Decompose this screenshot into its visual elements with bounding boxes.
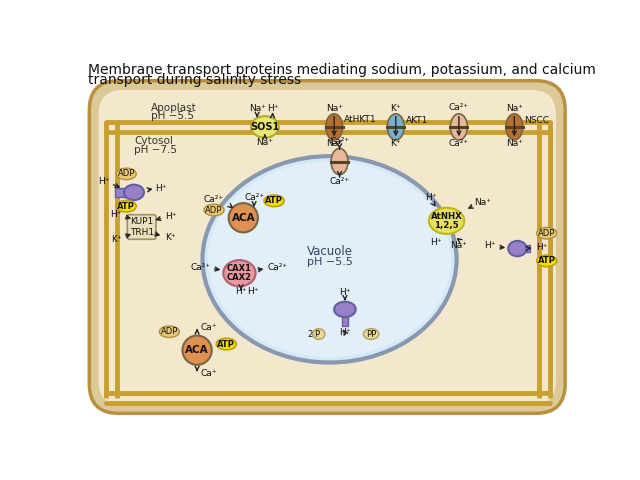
Ellipse shape <box>159 326 179 337</box>
Ellipse shape <box>116 168 136 180</box>
Text: Ca²⁺: Ca²⁺ <box>190 263 210 272</box>
Text: Ca²⁺: Ca²⁺ <box>330 177 349 186</box>
Text: ADP: ADP <box>538 228 556 238</box>
Text: SOS1: SOS1 <box>250 122 280 132</box>
FancyBboxPatch shape <box>99 90 556 406</box>
Ellipse shape <box>251 116 279 138</box>
Text: ATP: ATP <box>218 339 236 348</box>
Ellipse shape <box>387 114 404 140</box>
Text: K⁺: K⁺ <box>111 235 122 244</box>
Ellipse shape <box>312 329 325 339</box>
Text: AKT1: AKT1 <box>406 116 428 125</box>
Text: ATP: ATP <box>538 256 556 265</box>
Text: ADP: ADP <box>205 205 223 215</box>
Text: CAX1: CAX1 <box>227 264 252 273</box>
Ellipse shape <box>331 148 348 175</box>
Ellipse shape <box>537 228 557 239</box>
Text: ATP: ATP <box>265 196 283 205</box>
Text: K⁺: K⁺ <box>164 233 175 242</box>
Text: Apoplast: Apoplast <box>151 103 196 113</box>
Text: H⁺: H⁺ <box>248 287 259 296</box>
Ellipse shape <box>216 338 236 350</box>
Text: ACA: ACA <box>232 213 255 223</box>
Ellipse shape <box>429 208 464 234</box>
Text: Ca²⁺: Ca²⁺ <box>244 193 264 202</box>
Ellipse shape <box>228 203 258 232</box>
Ellipse shape <box>364 329 379 339</box>
Text: 2: 2 <box>307 330 312 338</box>
Text: Na⁺: Na⁺ <box>249 104 266 113</box>
Ellipse shape <box>223 260 255 286</box>
Ellipse shape <box>537 255 557 267</box>
FancyBboxPatch shape <box>90 81 565 413</box>
Text: H⁺: H⁺ <box>430 238 442 247</box>
Text: Na⁺: Na⁺ <box>506 104 523 113</box>
Bar <box>517 245 530 252</box>
Text: transport during salinity stress: transport during salinity stress <box>88 73 301 87</box>
Ellipse shape <box>182 336 212 365</box>
Text: ADP: ADP <box>118 169 135 179</box>
Text: Na⁺: Na⁺ <box>257 138 273 147</box>
Text: PP: PP <box>366 330 376 338</box>
Text: Ca²⁺: Ca²⁺ <box>449 103 469 112</box>
Text: H⁺: H⁺ <box>98 177 109 186</box>
Text: pH −7.5: pH −7.5 <box>134 145 177 155</box>
Ellipse shape <box>326 114 342 140</box>
Text: Ca²⁺: Ca²⁺ <box>449 139 469 148</box>
Text: pH −5.5: pH −5.5 <box>151 111 194 121</box>
Text: Ca²⁺: Ca²⁺ <box>203 195 223 204</box>
Bar <box>115 188 128 197</box>
Text: H⁺: H⁺ <box>484 241 496 250</box>
Text: AtNHX: AtNHX <box>431 212 463 221</box>
Bar <box>342 310 348 326</box>
Text: Ca⁺: Ca⁺ <box>200 323 217 332</box>
Text: Na⁺: Na⁺ <box>474 198 492 207</box>
Text: H⁺: H⁺ <box>110 210 122 219</box>
Text: Na⁺: Na⁺ <box>326 104 342 113</box>
Text: ACA: ACA <box>186 345 209 355</box>
Ellipse shape <box>202 156 456 362</box>
Text: P: P <box>314 330 319 338</box>
Text: pH −5.5: pH −5.5 <box>307 257 353 267</box>
Text: Na⁺: Na⁺ <box>506 139 523 148</box>
Text: H⁺: H⁺ <box>156 184 167 193</box>
Ellipse shape <box>124 185 144 200</box>
Text: 1,2,5: 1,2,5 <box>435 221 459 230</box>
Text: Ca⁺: Ca⁺ <box>200 369 217 378</box>
Text: Ca²⁺: Ca²⁺ <box>330 137 349 146</box>
Text: H⁺: H⁺ <box>426 193 437 202</box>
Text: H⁺: H⁺ <box>536 242 547 252</box>
Text: KUP1
TRH1: KUP1 TRH1 <box>129 217 154 237</box>
Ellipse shape <box>208 162 451 357</box>
Text: H⁺: H⁺ <box>236 287 247 296</box>
Text: AtHKT1: AtHKT1 <box>344 115 377 124</box>
Text: K⁺: K⁺ <box>390 104 401 113</box>
Ellipse shape <box>451 114 467 140</box>
Text: Ca²⁺: Ca²⁺ <box>267 263 287 272</box>
Text: H⁺: H⁺ <box>339 288 351 297</box>
Ellipse shape <box>508 241 527 256</box>
Ellipse shape <box>506 114 523 140</box>
Text: Na⁺: Na⁺ <box>451 241 467 250</box>
Text: H⁺: H⁺ <box>339 328 351 337</box>
Text: Vacuole: Vacuole <box>307 245 353 258</box>
Ellipse shape <box>264 195 284 206</box>
Ellipse shape <box>116 201 136 212</box>
Text: K⁺: K⁺ <box>390 139 401 148</box>
Text: CAX2: CAX2 <box>227 273 252 282</box>
Text: ATP: ATP <box>117 202 135 211</box>
Text: Na⁺: Na⁺ <box>326 139 342 148</box>
Ellipse shape <box>334 302 356 317</box>
Text: Cytosol: Cytosol <box>134 136 173 146</box>
Text: ADP: ADP <box>161 327 178 336</box>
Text: NSCC: NSCC <box>524 116 549 125</box>
Text: H⁺: H⁺ <box>267 104 278 113</box>
Text: H⁺: H⁺ <box>164 212 176 221</box>
Ellipse shape <box>204 204 224 216</box>
Text: Membrane transport proteins mediating sodium, potassium, and calcium: Membrane transport proteins mediating so… <box>88 63 596 77</box>
